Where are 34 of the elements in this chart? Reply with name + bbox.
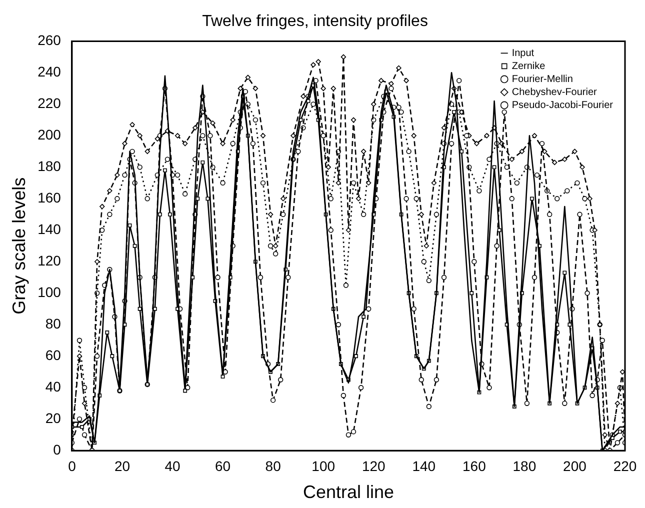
- x-tick-label: 40: [164, 458, 181, 474]
- y-tick-label: 180: [38, 158, 62, 174]
- chart-title: Twelve fringes, intensity profiles: [202, 13, 428, 30]
- x-tick-label: 80: [265, 458, 282, 474]
- legend-label: Fourier-Mellin: [512, 74, 573, 85]
- legend-label: Chebyshev-Fourier: [512, 86, 598, 98]
- y-tick-label: 60: [45, 346, 62, 363]
- y-tick-label: 260: [38, 32, 62, 48]
- legend-label: Input: [512, 48, 534, 59]
- y-tick-label: 40: [45, 378, 62, 394]
- y-tick-label: 120: [38, 252, 62, 269]
- legend-label: Pseudo-Jacobi-Fourier: [512, 100, 614, 111]
- y-tick-label: 20: [45, 410, 62, 426]
- x-tick-label: 220: [613, 458, 637, 474]
- x-tick-label: 100: [312, 458, 336, 474]
- x-tick-label: 200: [563, 458, 587, 474]
- y-tick-label: 200: [38, 126, 62, 143]
- y-tick-label: 220: [38, 95, 62, 112]
- x-tick-label: 180: [512, 458, 536, 474]
- x-tick-label: 120: [362, 458, 386, 474]
- y-tick-label: 240: [38, 64, 62, 80]
- y-tick-label: 80: [45, 315, 62, 332]
- y-tick-label: 160: [38, 190, 62, 206]
- x-tick-label: 60: [215, 458, 231, 474]
- x-tick-label: 160: [462, 458, 486, 474]
- x-axis-title: Central line: [302, 482, 394, 502]
- x-tick-label: 0: [68, 458, 76, 474]
- y-tick-label: 0: [53, 441, 62, 458]
- legend-label: Zernike: [512, 60, 546, 72]
- x-tick-label: 20: [114, 458, 130, 474]
- y-axis-title: Gray scale levels: [8, 177, 29, 314]
- y-tick-label: 140: [38, 221, 62, 238]
- y-tick-label: 100: [38, 284, 62, 300]
- x-tick-label: 140: [412, 458, 436, 474]
